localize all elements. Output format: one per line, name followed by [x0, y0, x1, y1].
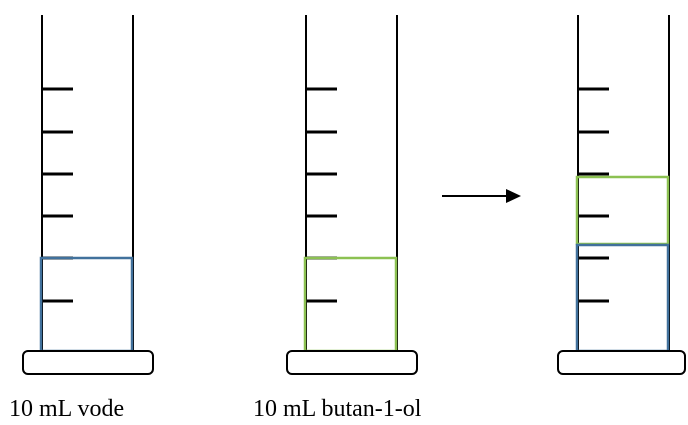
- butanol-layer: [303, 256, 398, 353]
- water-layer: [39, 256, 134, 353]
- cylinder-base: [557, 350, 686, 375]
- cylinder-water: [22, 15, 154, 375]
- water-layer: [575, 243, 670, 353]
- cylinder-mixture: [557, 15, 686, 375]
- cylinder-butanol: [286, 15, 418, 375]
- butanol-layer: [575, 175, 670, 246]
- caption-water: 10 mL vode: [9, 396, 125, 422]
- cylinder-base: [286, 350, 418, 375]
- arrow-right-icon: [442, 189, 521, 203]
- caption-butanol: 10 mL butan-1-ol: [253, 396, 422, 422]
- cylinder-base: [22, 350, 154, 375]
